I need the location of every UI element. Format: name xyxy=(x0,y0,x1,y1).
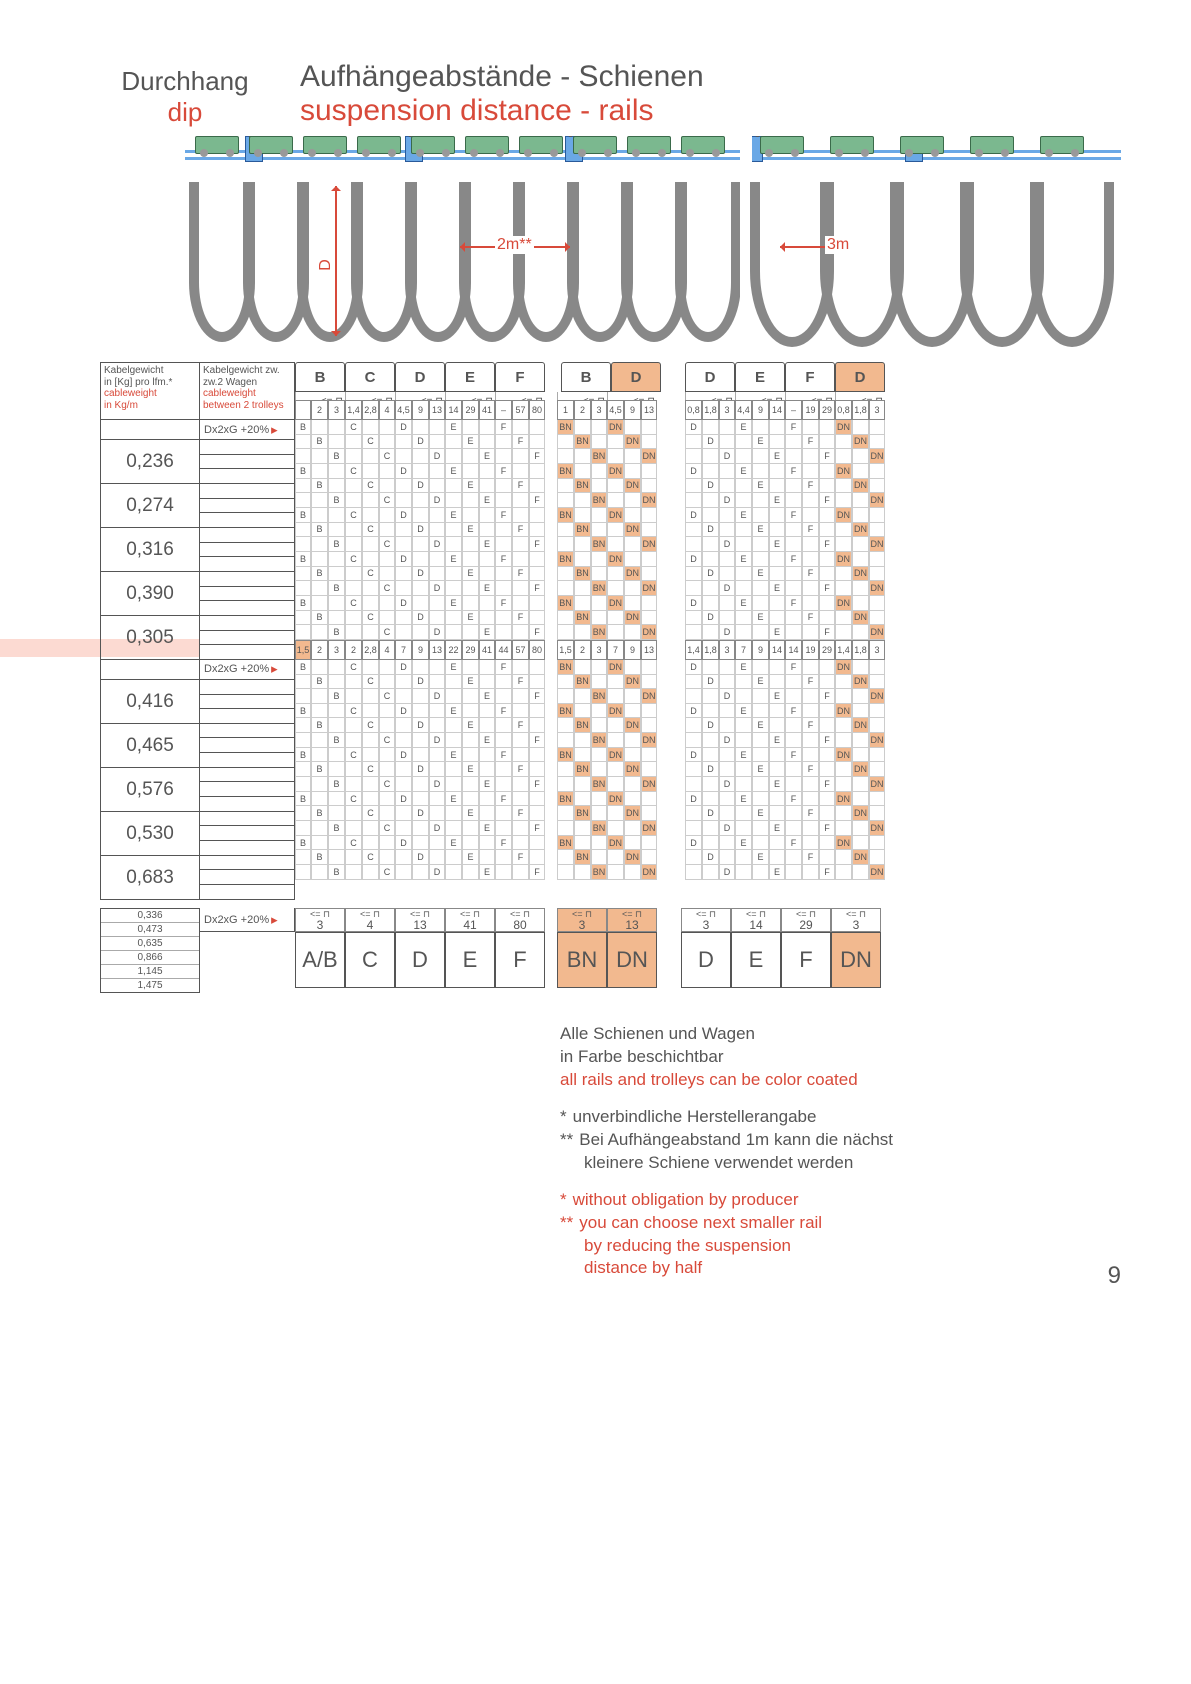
type-BN: BN xyxy=(557,932,607,988)
bottom-weights: 0,3360,4730,6350,8661,1451,475 xyxy=(100,908,200,993)
note-en3b: by reducing the suspension xyxy=(584,1235,1121,1258)
weight-cell: 0,530 xyxy=(100,812,200,856)
weight-cell: 0,416 xyxy=(100,680,200,724)
profile-B: B xyxy=(561,362,611,392)
type-DN: DN xyxy=(831,932,881,988)
type-DN: DN xyxy=(607,932,657,988)
main-table: Kabelgewicht in [Kg] pro lfm.* cableweig… xyxy=(100,362,1121,900)
lh2: in [Kg] pro lfm.* xyxy=(104,377,196,389)
type-A/B: A/B xyxy=(295,932,345,988)
weight-cell: 0,305 xyxy=(100,616,200,660)
lh1: Kabelgewicht xyxy=(104,365,196,377)
profile-F: F xyxy=(495,362,545,392)
header-right-en: suspension distance - rails xyxy=(300,94,704,128)
note-de4a: Bei Aufhängeabstand 1m kann die nächst xyxy=(579,1129,893,1152)
profile-D: D xyxy=(835,362,885,392)
note-de1: Alle Schienen und Wagen xyxy=(560,1023,1121,1046)
weight-cell: 0,316 xyxy=(100,528,200,572)
page-number: 9 xyxy=(1108,1262,1121,1290)
type-C: C xyxy=(345,932,395,988)
header-left-en: dip xyxy=(100,97,270,128)
profile-E: E xyxy=(735,362,785,392)
header-right-de: Aufhängeabstände - Schienen xyxy=(300,60,704,94)
note-en3c: distance by half xyxy=(584,1257,1121,1280)
cable-diagram: D2m**3m xyxy=(185,136,1121,356)
profile-D: D xyxy=(685,362,735,392)
weight-cell: 0,683 xyxy=(100,856,200,900)
type-D: D xyxy=(395,932,445,988)
mh4: between 2 trolleys xyxy=(203,400,291,412)
weight-cell: 0,390 xyxy=(100,572,200,616)
weight-cell: 0,465 xyxy=(100,724,200,768)
note-en3a: you can choose next smaller rail xyxy=(579,1212,822,1235)
header-left-de: Durchhang xyxy=(100,66,270,97)
note-en1: all rails and trolleys can be color coat… xyxy=(560,1069,1121,1092)
mh3: cableweight xyxy=(203,388,291,400)
left-col-header: Kabelgewicht in [Kg] pro lfm.* cableweig… xyxy=(100,362,200,420)
profile-E: E xyxy=(445,362,495,392)
page-header: Durchhang dip Aufhängeabstände - Schiene… xyxy=(100,60,1121,128)
formula-3: Dx2xG +20%▸ xyxy=(200,908,295,932)
note-de3: unverbindliche Herstellerangabe xyxy=(573,1106,817,1129)
profile-B: B xyxy=(295,362,345,392)
profile-D: D xyxy=(611,362,661,392)
type-F: F xyxy=(495,932,545,988)
weight-cell: 0,274 xyxy=(100,484,200,528)
type-D: D xyxy=(681,932,731,988)
mid-col-header: Kabelgewicht zw. zw.2 Wagen cableweight … xyxy=(200,362,295,420)
profile-F: F xyxy=(785,362,835,392)
footnotes: Alle Schienen und Wagen in Farbe beschic… xyxy=(560,1023,1121,1280)
lh4: in Kg/m xyxy=(104,400,196,412)
profile-C: C xyxy=(345,362,395,392)
note-en2: without obligation by producer xyxy=(573,1189,799,1212)
profile-D: D xyxy=(395,362,445,392)
summary-row: 0,3360,4730,6350,8661,1451,475 Dx2xG +20… xyxy=(100,908,1121,993)
formula-1: Dx2xG +20%▸ xyxy=(200,420,295,440)
lh3: cableweight xyxy=(104,388,196,400)
mh2: zw.2 Wagen xyxy=(203,377,291,389)
type-E: E xyxy=(445,932,495,988)
type-F: F xyxy=(781,932,831,988)
note-de4b: kleinere Schiene verwendet werden xyxy=(584,1152,1121,1175)
weight-cell: 0,236 xyxy=(100,440,200,484)
weight-cell: 0,576 xyxy=(100,768,200,812)
mh1: Kabelgewicht zw. xyxy=(203,365,291,377)
note-de2: in Farbe beschichtbar xyxy=(560,1046,1121,1069)
type-E: E xyxy=(731,932,781,988)
formula-2: Dx2xG +20%▸ xyxy=(200,660,295,680)
